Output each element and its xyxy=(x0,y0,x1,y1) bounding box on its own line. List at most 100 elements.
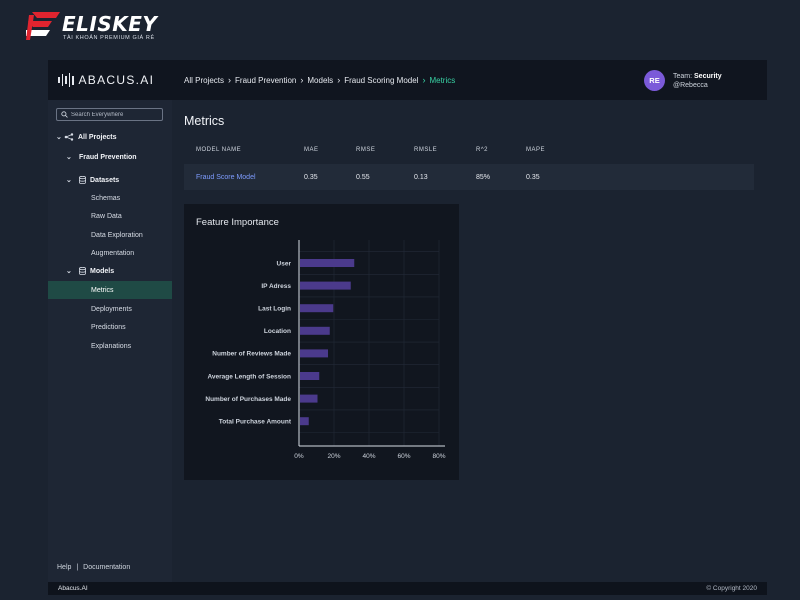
chevron-down-icon: ⌄ xyxy=(56,134,62,141)
sidebar-item-explanations[interactable]: Explanations xyxy=(48,337,172,355)
sidebar-item-predictions[interactable]: Predictions xyxy=(48,318,172,336)
team-name: Security xyxy=(694,72,722,80)
category-label: Location xyxy=(264,328,291,335)
rmse-value: 0.55 xyxy=(356,173,370,181)
network-icon xyxy=(64,133,74,141)
sidebar-item-label: Schemas xyxy=(91,194,121,202)
footer-separator: | xyxy=(76,564,79,571)
chart-title: Feature Importance xyxy=(196,217,279,228)
sidebar-item-schemas[interactable]: Schemas xyxy=(48,189,172,207)
eliskey-watermark: ELISKEY TÀI KHOẢN PREMIUM GIÁ RẺ xyxy=(26,10,157,46)
database-icon xyxy=(79,267,86,275)
category-label: IP Adress xyxy=(261,283,291,290)
sidebar-item-all-projects[interactable]: ⌄ All Projects xyxy=(48,128,172,146)
rmsle-value: 0.13 xyxy=(414,173,428,181)
sidebar-item-label: Augmentation xyxy=(91,249,135,257)
breadcrumb-metrics: Metrics xyxy=(429,75,456,85)
chevron-right-icon: › xyxy=(422,75,426,85)
bar xyxy=(300,281,351,290)
sidebar-item-metrics[interactable]: Metrics xyxy=(48,281,172,299)
documentation-link[interactable]: Documentation xyxy=(83,564,131,571)
category-label: Number of Reviews Made xyxy=(212,351,291,358)
bar xyxy=(300,372,320,380)
search-input[interactable] xyxy=(71,111,161,118)
app-window: ABACUS.AI All Projects › Fraud Preventio… xyxy=(48,60,767,595)
search-icon xyxy=(61,111,68,118)
chevron-right-icon: › xyxy=(228,75,232,85)
sidebar-item-label: Predictions xyxy=(91,323,126,331)
breadcrumb-fraud-scoring-model[interactable]: Fraud Scoring Model xyxy=(344,75,419,85)
abacus-logo-icon xyxy=(58,73,74,87)
column-header-rmsle: RMSLE xyxy=(414,147,438,153)
x-tick-label: 60% xyxy=(397,453,410,460)
watermark-subtitle: TÀI KHOẢN PREMIUM GIÁ RẺ xyxy=(63,35,155,41)
sidebar-item-fraud-prevention[interactable]: ⌄ Fraud Prevention xyxy=(48,148,172,166)
user-handle: @Rebecca xyxy=(673,81,708,89)
category-label: Average Length of Session xyxy=(207,373,291,380)
team-label: Team: xyxy=(673,72,693,80)
column-header-r2: R^2 xyxy=(476,147,488,153)
category-label: Number of Purchases Made xyxy=(205,396,291,403)
brand-logo[interactable]: ABACUS.AI xyxy=(58,73,154,87)
sidebar-item-data-exploration[interactable]: Data Exploration xyxy=(48,226,172,244)
help-link[interactable]: Help xyxy=(57,564,72,571)
bar xyxy=(300,417,309,426)
sidebar-item-label: Models xyxy=(90,267,115,275)
model-name-link[interactable]: Fraud Score Model xyxy=(196,173,256,181)
mae-value: 0.35 xyxy=(304,173,318,181)
sidebar-item-label: Raw Data xyxy=(91,212,122,220)
main-content: Metrics MODEL NAME MAE RMSE RMSLE R^2 MA… xyxy=(172,100,767,582)
feature-importance-panel: Feature Importance User IP Adress Last Log… xyxy=(184,204,459,480)
sidebar-item-label: Deployments xyxy=(91,305,132,313)
database-icon xyxy=(79,176,86,184)
mape-value: 0.35 xyxy=(526,173,540,181)
column-header-model-name: MODEL NAME xyxy=(196,147,242,153)
chevron-right-icon: › xyxy=(300,75,304,85)
breadcrumb-models[interactable]: Models xyxy=(307,75,334,85)
breadcrumb-fraud-prevention[interactable]: Fraud Prevention xyxy=(235,75,297,85)
column-header-mape: MAPE xyxy=(526,147,546,153)
sidebar-item-label: Metrics xyxy=(91,286,114,294)
sidebar-item-augmentation[interactable]: Augmentation xyxy=(48,244,172,262)
app-footer: Abacus.AI © Copyright 2020 xyxy=(48,582,767,595)
breadcrumb: All Projects › Fraud Prevention › Models… xyxy=(184,75,455,85)
sidebar: ⌄ All Projects ⌄ Fraud Prevention ⌄ Data… xyxy=(48,100,172,582)
sidebar-item-label: Data Exploration xyxy=(91,231,143,239)
user-info: Team: Security @Rebecca xyxy=(673,72,722,90)
top-bar: ABACUS.AI All Projects › Fraud Preventio… xyxy=(48,60,767,100)
search-box[interactable] xyxy=(56,108,163,121)
bar xyxy=(300,259,355,267)
metrics-table: MODEL NAME MAE RMSE RMSLE R^2 MAPE Fraud… xyxy=(184,140,754,190)
sidebar-item-models[interactable]: ⌄ Models xyxy=(48,262,172,280)
bar xyxy=(300,394,318,403)
chevron-right-icon: › xyxy=(337,75,341,85)
sidebar-item-label: All Projects xyxy=(78,133,117,141)
page-title: Metrics xyxy=(184,114,225,128)
brand-name: ABACUS.AI xyxy=(78,73,155,87)
user-menu[interactable]: RE Team: Security @Rebecca xyxy=(644,70,722,91)
sidebar-item-raw-data[interactable]: Raw Data xyxy=(48,207,172,225)
sidebar-item-label: Fraud Prevention xyxy=(79,153,137,161)
bar xyxy=(300,326,330,335)
sidebar-item-deployments[interactable]: Deployments xyxy=(48,300,172,318)
category-label: Last Login xyxy=(258,306,291,313)
category-label: User xyxy=(277,260,292,267)
sidebar-item-label: Explanations xyxy=(91,342,132,350)
chevron-down-icon: ⌄ xyxy=(66,268,72,275)
footer-brand: Abacus.AI xyxy=(58,585,88,592)
eliskey-logo-icon xyxy=(26,12,60,40)
breadcrumb-all-projects[interactable]: All Projects xyxy=(184,75,225,85)
column-header-rmse: RMSE xyxy=(356,147,376,153)
avatar[interactable]: RE xyxy=(644,70,665,91)
bar xyxy=(300,304,334,313)
column-header-mae: MAE xyxy=(304,147,319,153)
x-tick-label: 40% xyxy=(362,453,375,460)
copyright-text: © Copyright 2020 xyxy=(706,585,757,592)
sidebar-item-datasets[interactable]: ⌄ Datasets xyxy=(48,171,172,189)
bar xyxy=(300,349,328,358)
sidebar-item-label: Datasets xyxy=(90,176,120,184)
x-tick-label: 20% xyxy=(327,453,340,460)
table-header: MODEL NAME MAE RMSE RMSLE R^2 MAPE xyxy=(184,140,754,160)
chevron-down-icon: ⌄ xyxy=(66,154,72,161)
chevron-down-icon: ⌄ xyxy=(66,177,72,184)
